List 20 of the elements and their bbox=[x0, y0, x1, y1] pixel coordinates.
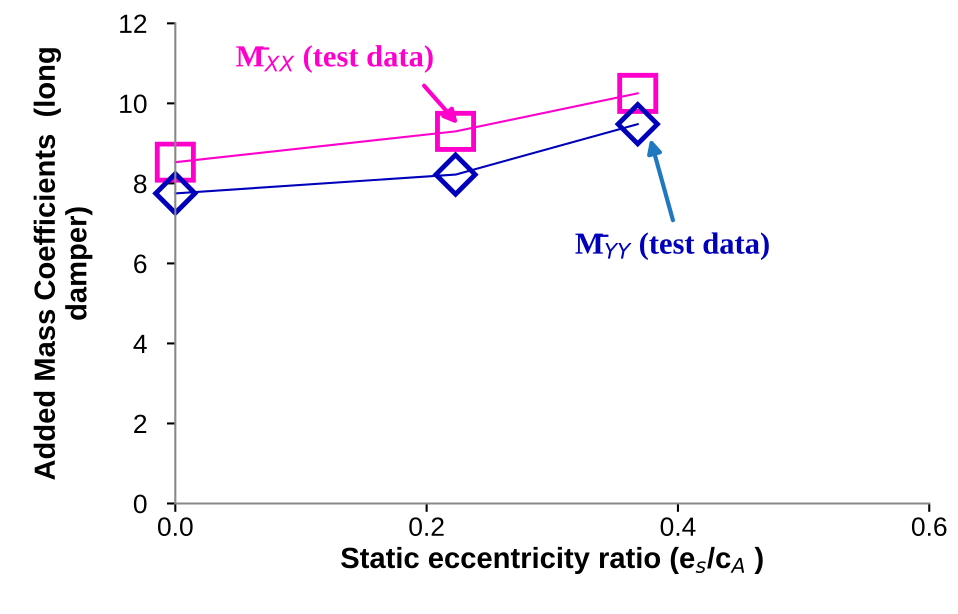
annotation: M̄$_{XX}$ (test data) bbox=[236, 45, 433, 73]
y-tick-label: 10 bbox=[120, 94, 147, 114]
x-tick-label: 0.6 bbox=[912, 517, 946, 536]
x-tick-label: 0.2 bbox=[409, 517, 444, 536]
annotation: M̄$_{YY}$ (test data) bbox=[575, 232, 769, 260]
y-tick-label: 4 bbox=[133, 334, 147, 353]
y-tick-label: 0 bbox=[134, 494, 147, 514]
y-tick-label: 2 bbox=[134, 414, 146, 434]
point bbox=[616, 102, 660, 146]
y-tick-label: 12 bbox=[120, 14, 146, 33]
point bbox=[153, 171, 198, 216]
x-tick-label: 0.4 bbox=[660, 517, 696, 536]
y-axis-title: Added Mass Coefficients (long damper) bbox=[34, 48, 92, 480]
y-tick-label: 8 bbox=[134, 174, 146, 194]
y-tick-label: 6 bbox=[134, 254, 146, 274]
point bbox=[433, 152, 478, 197]
point bbox=[435, 110, 476, 152]
x-tick-label: 0.0 bbox=[158, 517, 193, 536]
x-axis-title: Static eccentricity ratio (e$_{s}$/c$_{A}$ ) bbox=[341, 546, 763, 574]
point bbox=[154, 142, 196, 183]
